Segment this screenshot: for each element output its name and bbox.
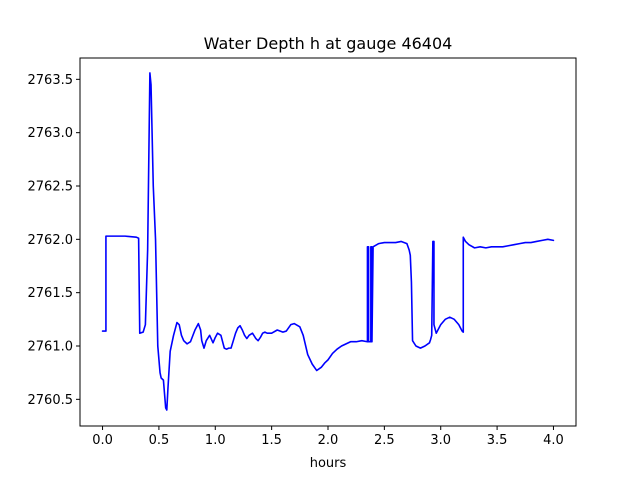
x-tick-label: 0.0 — [92, 433, 113, 448]
x-tick-label: 0.5 — [149, 433, 170, 448]
y-tick-label: 2763.0 — [28, 126, 74, 141]
chart-title: Water Depth h at gauge 46404 — [204, 34, 453, 53]
plot-area — [101, 72, 555, 411]
y-tick-label: 2762.5 — [28, 180, 74, 195]
y-tick-label: 2761.5 — [28, 286, 74, 301]
x-tick-label: 3.5 — [487, 433, 508, 448]
x-tick-label: 4.0 — [543, 433, 564, 448]
y-tick-label: 2761.0 — [28, 340, 74, 355]
x-tick-label: 1.0 — [205, 433, 226, 448]
y-tick-label: 2762.0 — [28, 233, 74, 248]
x-tick-label: 3.0 — [430, 433, 451, 448]
y-tick-label: 2763.5 — [28, 73, 74, 88]
y-axis: 2760.5 2761.0 2761.5 2762.0 2762.5 2763.0 2763… — [28, 73, 80, 408]
y-tick-label: 2760.5 — [28, 393, 74, 408]
x-axis: 0.0 0.5 1.0 1.5 2.0 2.5 3.0 3.5 4.0 — [92, 426, 564, 448]
x-tick-label: 1.5 — [261, 433, 282, 448]
axes-frame — [79, 57, 577, 427]
series-line — [101, 72, 555, 411]
x-tick-label: 2.5 — [374, 433, 395, 448]
x-axis-label: hours — [310, 456, 347, 471]
x-tick-label: 2.0 — [318, 433, 339, 448]
